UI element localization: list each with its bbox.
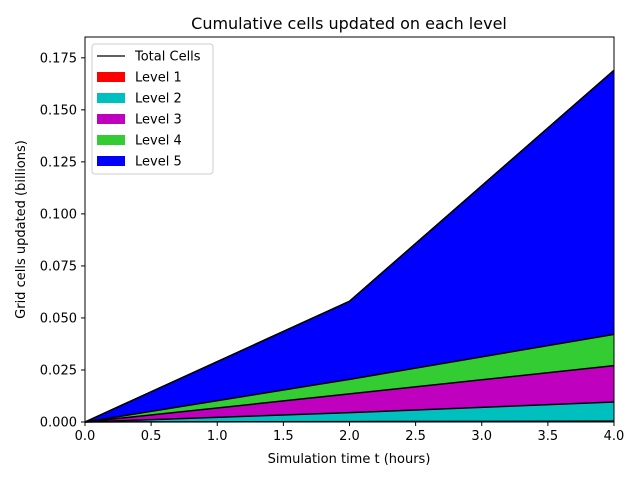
area-level-5 [85,70,614,422]
x-axis: 0.0 0.5 1.0 1.5 2.0 2.5 3.0 3.5 4.0 [75,422,625,444]
legend-label-level-2: Level 2 [135,92,182,107]
legend-swatch-level-4 [97,135,125,145]
x-tick-label: 3.0 [471,429,492,444]
area-level-3 [85,365,614,422]
x-tick-label: 2.5 [405,429,426,444]
y-axis-label: Grid cells updated (billions) [14,140,29,319]
y-axis: 0.000 0.025 0.050 0.075 0.100 0.125 0.150 0.175 [40,51,85,431]
legend-label-level-5: Level 5 [135,155,182,170]
boundary-level-2 [84,401,615,423]
x-tick-label: 1.0 [207,429,228,444]
y-tick-label: 0.125 [40,155,77,170]
y-tick-label: 0.175 [40,51,77,66]
x-axis-label: Simulation time t (hours) [268,452,431,467]
legend-swatch-level-2 [97,93,125,103]
y-tick-label: 0.100 [40,207,77,222]
x-tick-label: 3.5 [538,429,559,444]
y-tick-label: 0.000 [40,416,77,431]
legend-label-level-3: Level 3 [135,113,182,128]
y-tick-label: 0.025 [40,363,77,378]
boundary-level-4 [84,333,615,423]
x-tick-label: 1.5 [273,429,294,444]
x-tick-label: 4.0 [604,429,625,444]
chart-title: Cumulative cells updated on each level [191,14,507,33]
legend-label-level-1: Level 1 [135,71,182,86]
total-cells-line [84,69,615,423]
legend-total-label: Total Cells [134,50,201,65]
boundary-level-3 [84,364,615,423]
legend: Total Cells Level 1 Level 2 Level 3 Level 4 L… [91,43,214,175]
area-level-2 [85,402,614,422]
legend-label-level-4: Level 4 [135,134,182,149]
x-tick-label: 0.5 [141,429,162,444]
y-tick-label: 0.075 [40,259,77,274]
y-tick-label: 0.050 [40,311,77,326]
legend-swatch-level-3 [97,114,125,124]
x-tick-label: 0.0 [75,429,96,444]
y-tick-label: 0.150 [40,103,77,118]
legend-swatch-level-5 [97,156,125,166]
legend-swatch-level-1 [97,72,125,82]
x-tick-label: 2.0 [339,429,360,444]
